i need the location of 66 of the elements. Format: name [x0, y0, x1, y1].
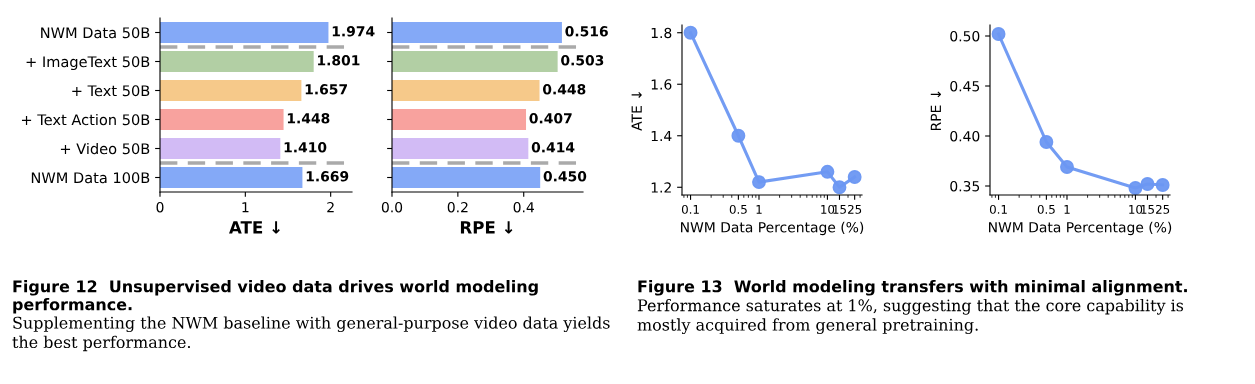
y-tick-label: 1.4: [651, 130, 672, 142]
y-tick-label: NWM Data 50B: [41, 27, 150, 39]
bar: [392, 22, 562, 43]
y-tick-label: 0.45: [950, 80, 980, 92]
y-axis-title: ATE ↓: [631, 91, 642, 131]
y-tick-label: 1.2: [651, 182, 671, 193]
x-tick-label: 10: [1129, 204, 1143, 214]
x-tick-label: 0.1: [989, 204, 1007, 214]
y-tick-label: NWM Data 100B: [31, 172, 150, 184]
x-tick-label: 2: [327, 201, 334, 213]
bar: [392, 80, 540, 101]
x-tick-label: 0.4: [513, 201, 534, 213]
y-tick-label: 0.40: [950, 130, 980, 142]
caption: Figure 13 World modeling transfers with minimal alignment.: [638, 280, 1187, 296]
text: Supplementing the NWM baseline with general-purpose video data yields the best performance.: [12, 316, 610, 352]
x-tick-label: 15: [833, 205, 846, 214]
data-label: 0.503: [561, 55, 604, 66]
x-tick-label: 25: [1156, 204, 1170, 214]
x-tick-label: 0.5: [729, 204, 747, 214]
bar: [160, 138, 281, 159]
x-axis-title: RPE ↓: [460, 221, 513, 234]
data-label: 1.974: [332, 26, 375, 37]
x-tick-label: 1: [756, 205, 762, 214]
text: Performance saturates at 1%, suggesting that the core capability is mostly acquired from general pretraining.: [637, 299, 1184, 335]
bar: [160, 51, 314, 72]
bar: [160, 167, 303, 188]
x-tick-label: 0.5: [1037, 204, 1055, 214]
y-tick-label: + Text Action 50B: [21, 113, 150, 126]
x-tick-label: 0.2: [447, 201, 468, 213]
y-tick-label: 1.6: [651, 79, 672, 90]
bar: [160, 22, 329, 43]
data-label: 0.407: [529, 113, 572, 124]
caption: Figure 12 Unsupervised video data drives world modeling performance.: [13, 280, 538, 314]
bar: [392, 138, 529, 159]
y-tick-label: 0.35: [950, 180, 980, 192]
x-axis-title: NWM Data Percentage (%): [681, 221, 864, 236]
data-label: 1.657: [305, 84, 347, 95]
data-label: 0.414: [531, 142, 575, 153]
bar: [392, 167, 541, 188]
bar: [392, 51, 558, 72]
data-label: 1.410: [284, 142, 327, 153]
data-label: 1.669: [306, 171, 349, 182]
bar: [160, 109, 284, 130]
data-label: 1.801: [318, 55, 360, 66]
x-tick-label: 0.0: [381, 201, 403, 213]
bar: [392, 109, 527, 130]
x-tick-label: 0.1: [681, 204, 699, 214]
data-label: 0.516: [565, 26, 608, 37]
y-tick-label: + Text 50B: [72, 85, 150, 97]
x-tick-label: 0: [156, 201, 164, 213]
y-tick-label: 0.50: [950, 30, 980, 42]
x-tick-label: 25: [848, 204, 862, 214]
x-tick-label: 1: [242, 202, 249, 213]
data-label: 0.450: [543, 171, 587, 182]
x-tick-label: 1: [1064, 205, 1070, 214]
y-tick-label: + ImageText 50B: [26, 56, 150, 71]
x-axis-title: NWM Data Percentage (%): [989, 221, 1172, 236]
data-label: 1.448: [287, 113, 330, 124]
y-tick-label: 1.8: [651, 27, 672, 39]
bar: [160, 80, 302, 101]
data-label: 0.448: [542, 84, 586, 95]
y-axis-title: RPE ↓: [930, 91, 941, 131]
x-tick-label: 10: [821, 204, 835, 214]
y-tick-label: + Video 50B: [60, 142, 150, 155]
x-tick-label: 15: [1141, 205, 1154, 214]
x-axis-title: ATE ↓: [229, 221, 280, 234]
